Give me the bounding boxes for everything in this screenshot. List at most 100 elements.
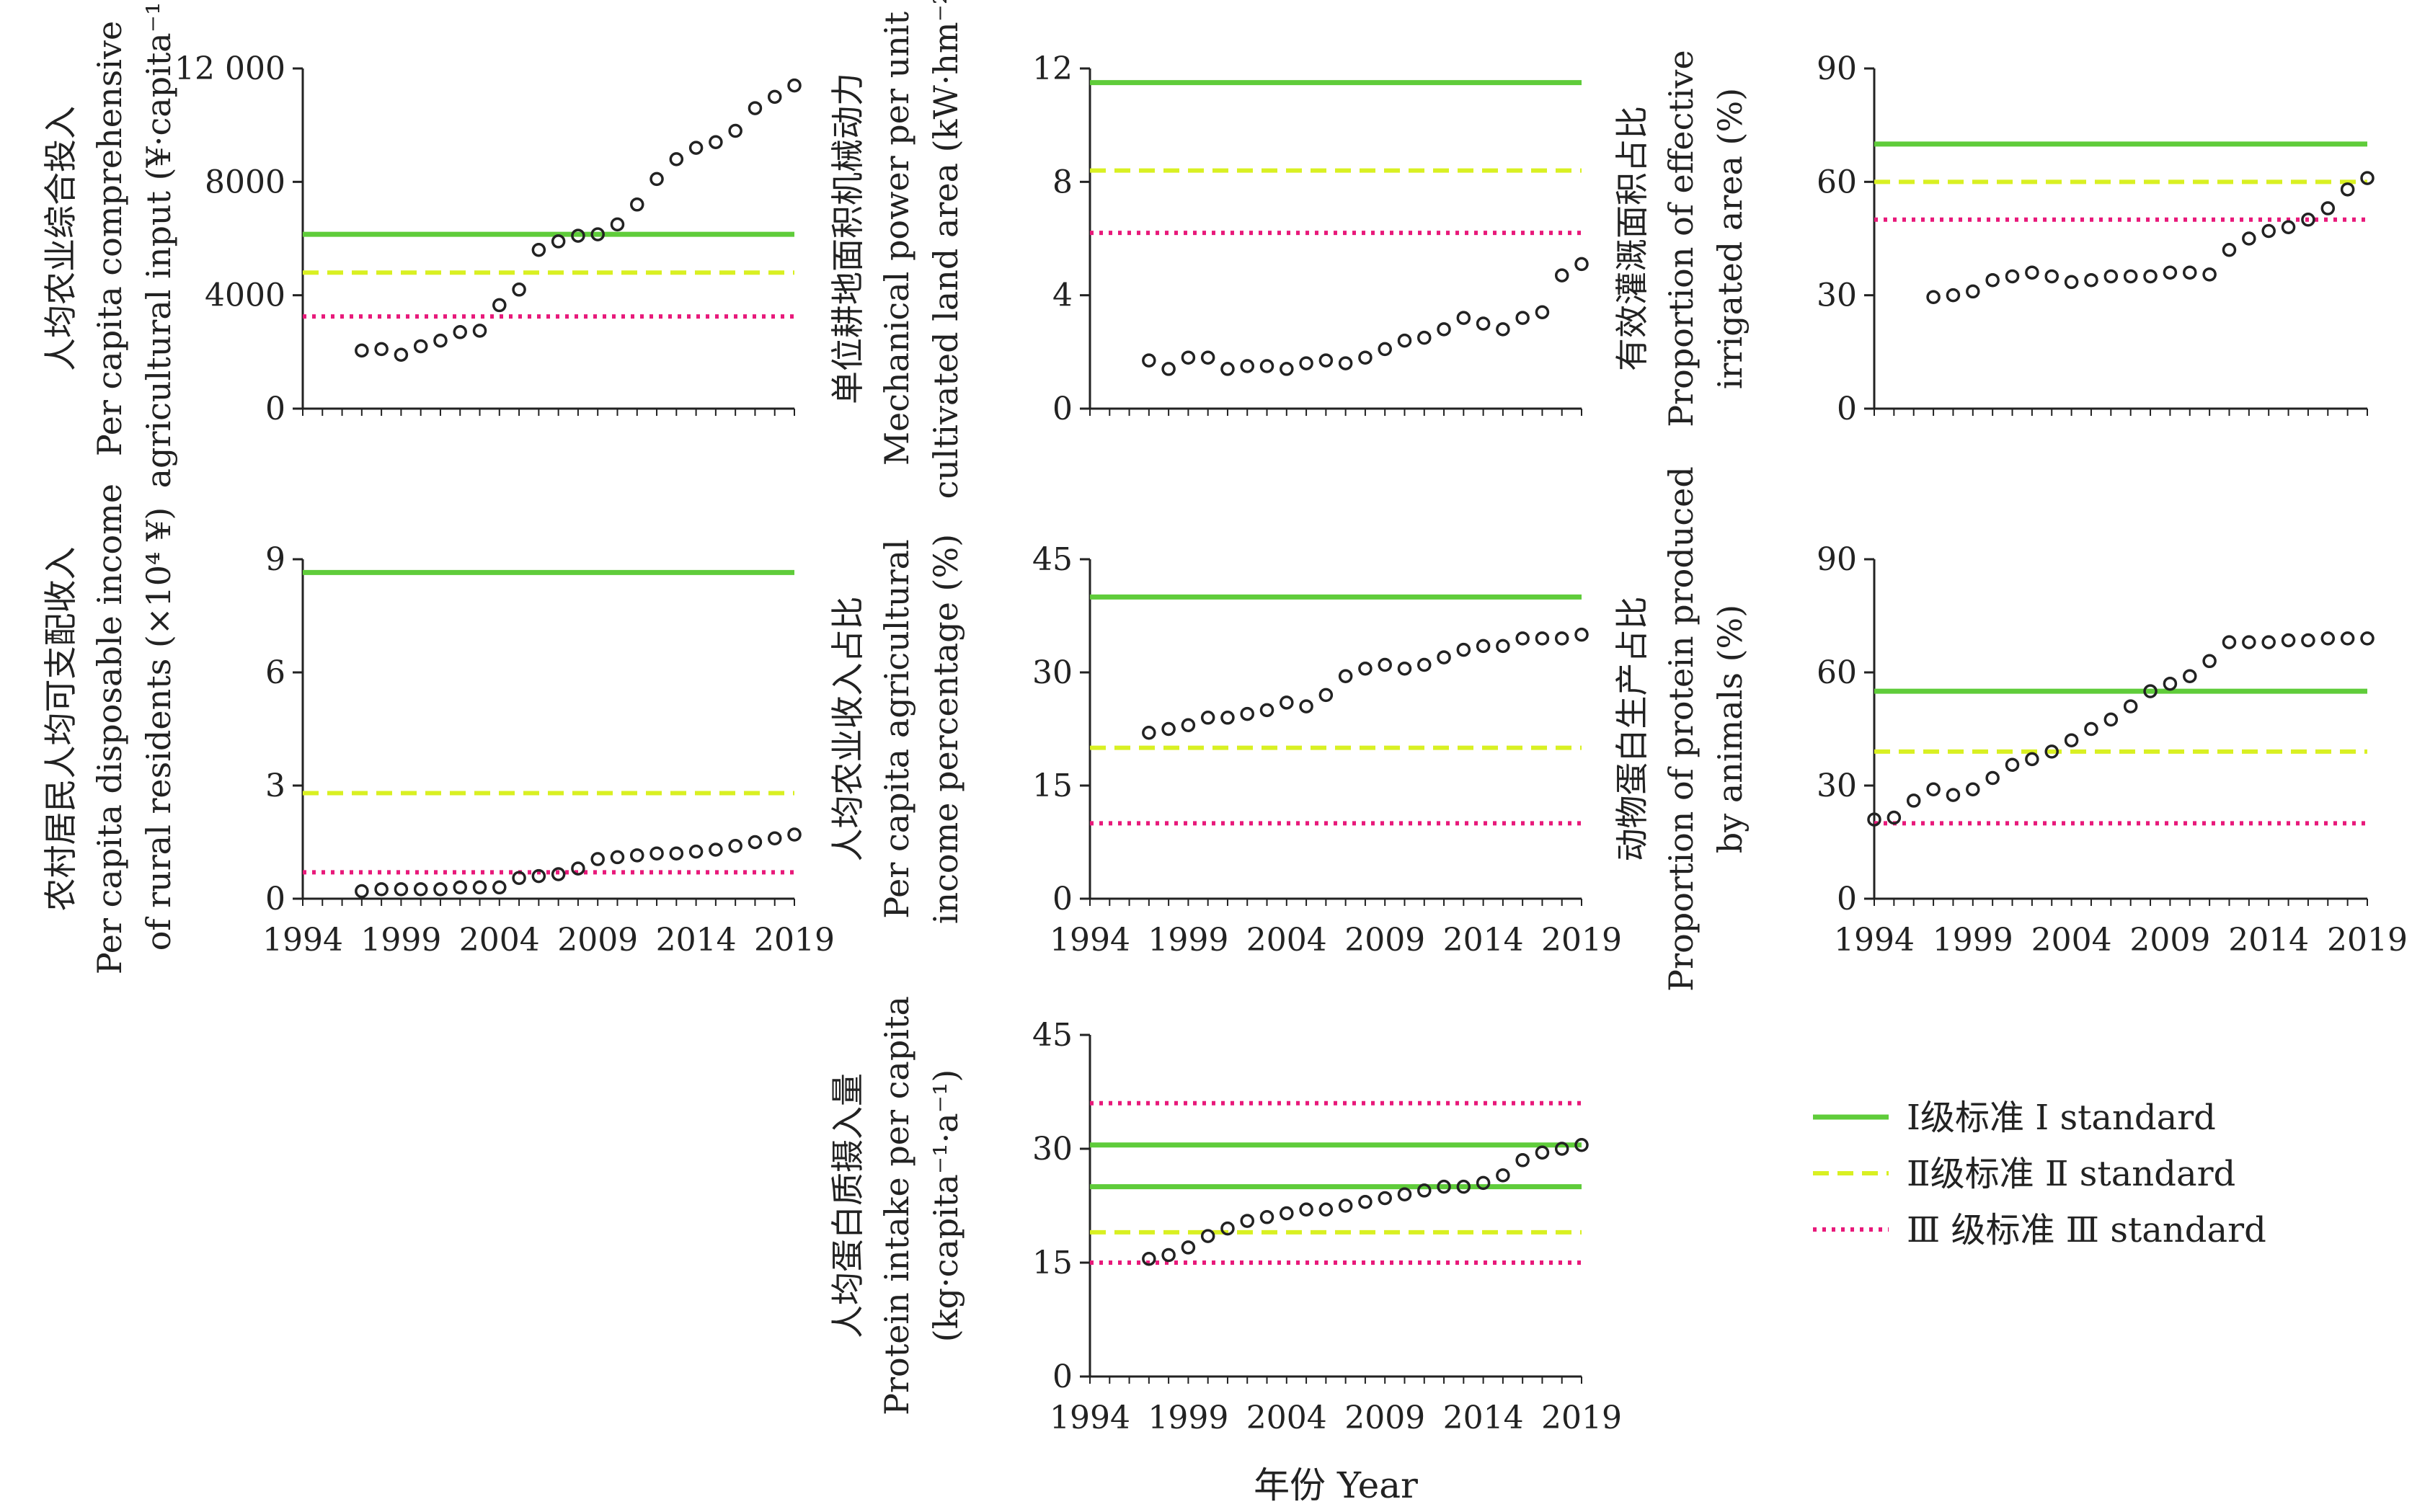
- panel-6-ytick-label: 30: [1817, 768, 1857, 804]
- panel-5-data-point: [1417, 657, 1432, 672]
- panel-2-data-point: [1417, 330, 1432, 345]
- panel-1-data-point: [453, 325, 467, 339]
- panel-6-data-point: [2242, 635, 2256, 649]
- panel-7-ytick-label: 15: [1032, 1245, 1073, 1281]
- panel-5-data-point: [1496, 639, 1510, 654]
- panel-2-data-point: [1240, 359, 1254, 373]
- panel-6-xtick-label: 1994: [1834, 922, 1915, 959]
- panel-7-data-point: [1259, 1210, 1274, 1224]
- panel-1-ytick-label: 8000: [205, 164, 285, 200]
- panel-5-data-point: [1280, 695, 1294, 710]
- panel-3-ytick-label: 90: [1817, 50, 1857, 87]
- panel-5-data-point: [1161, 721, 1176, 737]
- panel-5-xtick-label: 2014: [1443, 922, 1524, 959]
- panel-6-data-point: [2202, 654, 2217, 669]
- panel-4-data-point: [590, 852, 605, 866]
- panel-3-ylabel-line: 有效灌溉面积占比: [1613, 106, 1651, 371]
- panel-4-data-point: [748, 835, 763, 850]
- panel-4-data-point: [531, 868, 546, 884]
- panel-7-data-point: [1515, 1153, 1530, 1168]
- panel-1-data-point: [709, 135, 723, 150]
- panel-5-xtick-label: 1994: [1050, 922, 1130, 959]
- panel-1-data-point: [590, 227, 605, 241]
- panel-6-xtick-label: 2004: [2031, 922, 2112, 959]
- panel-6-xtick-label: 2009: [2129, 922, 2210, 959]
- panel-7-data-point: [1456, 1179, 1471, 1194]
- panel-3-data-point: [2183, 265, 2197, 280]
- panel-2-data-point: [1142, 353, 1156, 368]
- panel-6-xtick-label: 2019: [2327, 922, 2408, 959]
- panel-4-data-point: [709, 842, 723, 857]
- panel-3-ylabel-line: irrigated area (%): [1711, 88, 1750, 389]
- panel-1-data-point: [610, 217, 625, 232]
- panel-2-data-point: [1437, 322, 1451, 337]
- panel-6-xtick-label: 2014: [2228, 922, 2309, 959]
- panel-7-data-point: [1200, 1229, 1215, 1243]
- panel-3-data-point: [1926, 290, 1941, 305]
- panel-5-ylabel-line: Per capita agricultural: [877, 539, 916, 919]
- panel-5-data-point: [1515, 631, 1530, 646]
- panel-1-data-point: [394, 347, 409, 363]
- panel-5-data-point: [1535, 631, 1550, 646]
- panel-2-data-point: [1280, 362, 1294, 376]
- panel-2-data-point: [1515, 311, 1530, 325]
- panel-7-xtick-label: 2009: [1344, 1400, 1425, 1436]
- panel-5-data-point: [1476, 639, 1491, 654]
- panel-6-data-point: [2261, 635, 2276, 649]
- panel-4-xtick-label: 2004: [459, 922, 540, 959]
- panel-7-xtick-label: 2004: [1246, 1400, 1327, 1436]
- panel-5-data-point: [1378, 657, 1392, 672]
- panel-4-data-point: [688, 844, 704, 859]
- panel-6-data-point: [2025, 752, 2039, 767]
- panel-3-data-point: [2360, 171, 2375, 185]
- panel-6-xtick-label: 1999: [1933, 922, 2013, 959]
- panel-4-xtick-label: 2019: [754, 922, 835, 959]
- panel-4-ytick-label: 6: [265, 654, 285, 691]
- panel-7-ytick-label: 0: [1052, 1358, 1073, 1395]
- panel-2-data-point: [1358, 350, 1373, 365]
- panel-3-data-point: [2340, 182, 2355, 197]
- panel-7-data-point: [1142, 1251, 1156, 1266]
- panel-5-ylabel-line: income percentage (%): [926, 534, 965, 924]
- panel-4-data-point: [551, 867, 566, 881]
- panel-5-data-point: [1240, 706, 1254, 721]
- panel-5-data-point: [1397, 662, 1412, 676]
- panel-4-data-point: [649, 846, 664, 860]
- panel-3-ytick-label: 0: [1837, 391, 1857, 427]
- panel-5-data-point: [1318, 688, 1334, 703]
- panel-4-data-point: [669, 846, 684, 860]
- panel-1-data-point: [571, 228, 585, 243]
- panel-1-data-point: [767, 89, 782, 104]
- panel-2-data-point: [1299, 356, 1313, 370]
- panel-4-ytick-label: 9: [265, 541, 285, 578]
- panel-5-data-point: [1338, 669, 1353, 683]
- panel-4-data-point: [374, 882, 389, 897]
- panel-4-ytick-label: 0: [265, 881, 285, 917]
- panel-7-data-point: [1161, 1248, 1176, 1263]
- panel-7-data-point: [1318, 1202, 1334, 1217]
- panel-3-data-point: [2261, 223, 2276, 239]
- panel-7-data-point: [1554, 1142, 1569, 1156]
- panel-5-ylabel-line: 人均农业收入占比: [828, 597, 867, 862]
- panel-7-data-point: [1280, 1206, 1294, 1221]
- panel-1-data-point: [374, 342, 389, 357]
- panel-7-data-point: [1535, 1145, 1550, 1160]
- panel-7-xtick-label: 2019: [1541, 1400, 1622, 1436]
- panel-3-data-point: [2320, 201, 2336, 215]
- panel-3-data-point: [2064, 275, 2079, 290]
- panel-3-data-point: [2044, 269, 2059, 284]
- panel-1-data-point: [355, 343, 369, 358]
- panel-1-data-point: [433, 333, 448, 348]
- panel-1-data-point: [688, 141, 704, 155]
- panel-2-ylabel-line: cultivated land area (kW·hm⁻²): [926, 0, 965, 499]
- panel-1-data-point: [728, 123, 742, 138]
- panel-7-ytick-label: 45: [1032, 1017, 1073, 1054]
- panel-4-xtick-label: 2009: [557, 922, 638, 959]
- panel-4-data-point: [571, 861, 585, 876]
- panel-6-data-point: [2005, 757, 2020, 772]
- panel-6-data-point: [1886, 810, 1902, 825]
- panel-6-data-point: [1966, 782, 1980, 796]
- panel-4-data-point: [433, 882, 448, 897]
- panel-2-data-point: [1259, 359, 1274, 373]
